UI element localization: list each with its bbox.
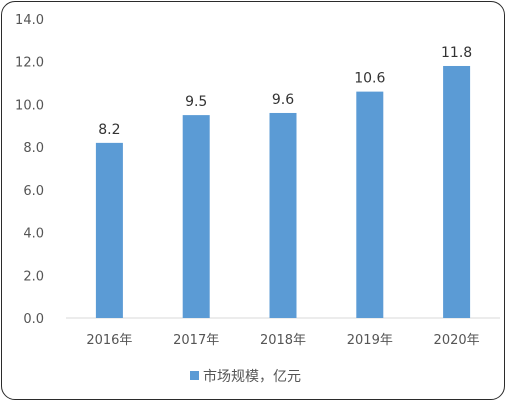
y-axis-tick-labels: 0.0 2.0 4.0 6.0 8.0 10.0 12.0 14.0	[15, 13, 44, 327]
x-tick-label: 2017年	[173, 333, 219, 348]
x-tick-label: 2018年	[260, 333, 306, 348]
y-tick-label: 8.0	[23, 141, 44, 156]
data-label: 10.6	[354, 71, 385, 87]
y-tick-label: 10.0	[15, 98, 44, 113]
y-tick-label: 6.0	[23, 184, 44, 199]
y-tick-label: 0.0	[23, 312, 44, 327]
bar	[443, 65, 471, 318]
y-tick-label: 4.0	[23, 227, 44, 242]
data-label: 9.5	[185, 94, 207, 110]
bar	[182, 115, 210, 318]
bar	[95, 142, 123, 318]
legend-label: 市场规模，亿元	[203, 368, 301, 385]
y-tick-label: 2.0	[23, 269, 44, 284]
x-tick-label: 2020年	[434, 333, 480, 348]
y-tick-label: 12.0	[15, 56, 44, 71]
data-label: 9.6	[272, 92, 294, 108]
y-tick-label: 14.0	[15, 13, 44, 28]
data-label: 8.2	[98, 122, 120, 138]
bar	[356, 91, 384, 318]
data-labels-group: 8.2 9.5 9.6 10.6 11.8	[98, 45, 472, 138]
legend-swatch	[190, 371, 199, 380]
bar	[269, 112, 297, 318]
x-axis-tick-labels: 2016年 2017年 2018年 2019年 2020年	[86, 333, 479, 348]
legend: 市场规模，亿元	[190, 368, 301, 385]
data-label: 11.8	[441, 45, 472, 61]
bars-group	[95, 65, 471, 318]
x-tick-label: 2016年	[86, 333, 132, 348]
x-tick-label: 2019年	[347, 333, 393, 348]
